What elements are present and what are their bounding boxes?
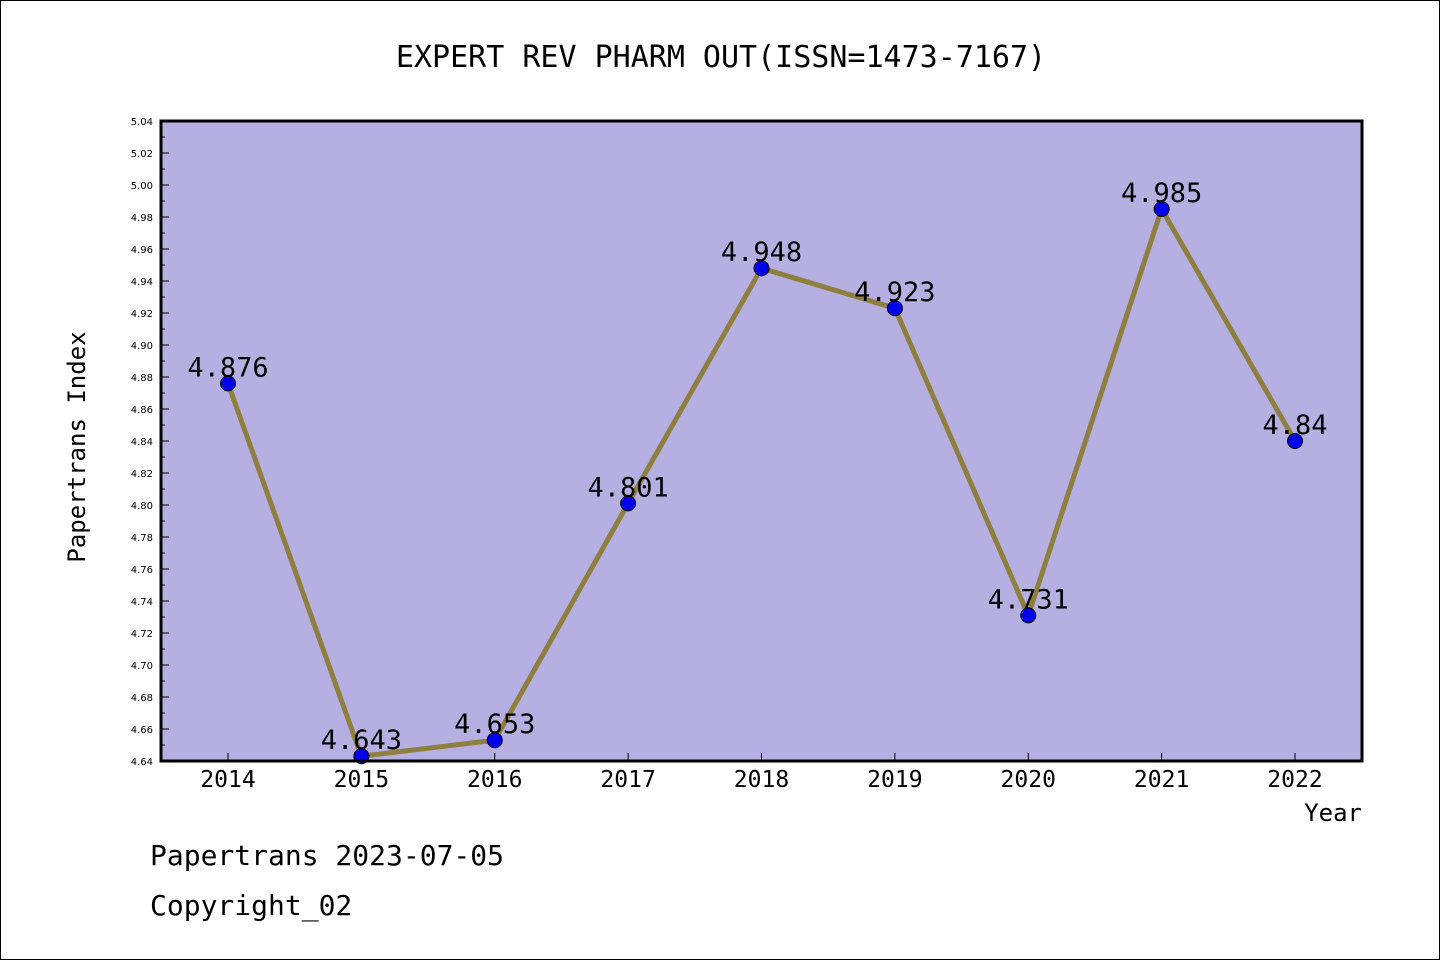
y-tick-label: 4.92 [131, 309, 153, 320]
y-tick-label: 5.00 [131, 181, 153, 192]
data-point [1287, 433, 1303, 449]
x-tick-label: 2015 [334, 767, 389, 793]
y-tick-label: 4.86 [131, 405, 153, 416]
footer-date: Papertrans 2023-07-05 [150, 839, 504, 872]
chart-title: EXPERT REV PHARM OUT(ISSN=1473-7167) [396, 40, 1046, 75]
x-tick-label: 2020 [1001, 767, 1056, 793]
y-tick-label: 4.78 [131, 533, 153, 544]
x-tick-label: 2017 [600, 767, 655, 793]
data-point [1153, 201, 1170, 217]
y-tick-label: 4.74 [131, 597, 153, 608]
y-tick-label: 4.82 [131, 469, 153, 480]
data-point [1020, 607, 1037, 624]
data-label: 4.84 [1262, 410, 1327, 441]
data-label: 4.801 [587, 472, 668, 503]
x-tick-label: 2021 [1134, 767, 1189, 793]
y-tick-label: 4.80 [131, 501, 153, 512]
y-axis-label: Papertrans Index [63, 331, 91, 562]
y-tick-label: 4.68 [131, 693, 153, 704]
y-tick-label: 4.96 [131, 245, 153, 256]
data-points [220, 201, 1303, 765]
y-tick-label: 5.04 [131, 117, 153, 128]
data-labels: 4.876 4.643 4.653 4.801 4.948 4.923 4.731 4.985… [187, 178, 1327, 756]
y-tick-label: 4.98 [131, 213, 153, 224]
data-label: 4.653 [454, 709, 535, 740]
x-axis-label: Year [1304, 799, 1362, 827]
y-tick-label: 4.64 [131, 757, 153, 768]
y-tick-label: 4.72 [131, 629, 153, 640]
data-point [220, 375, 236, 392]
y-tick-label: 5.02 [131, 149, 153, 160]
x-tick-label: 2016 [467, 767, 522, 793]
data-label: 4.985 [1121, 178, 1202, 209]
data-label: 4.643 [321, 725, 402, 756]
x-tick-label: 2014 [200, 767, 255, 793]
y-tick-label: 4.94 [131, 277, 153, 288]
data-label: 4.948 [721, 237, 802, 268]
y-tick-label: 4.90 [131, 341, 153, 352]
data-label: 4.731 [988, 584, 1069, 615]
x-axis: 2014 2015 2016 2017 2018 2019 2020 2021 2022 [200, 753, 1323, 793]
data-point [620, 495, 637, 512]
plot-border [159, 119, 1364, 763]
x-tick-label: 2018 [734, 767, 789, 793]
x-tick-label: 2019 [867, 767, 922, 793]
footer-copyright: Copyright_02 [150, 889, 352, 923]
y-tick-label: 4.88 [131, 373, 153, 384]
data-point [486, 732, 503, 749]
y-tick-label: 4.84 [131, 437, 153, 448]
y-axis: 4.64 4.66 4.68 4.70 4.72 4.74 4.76 4.78 4.80 4.82… [131, 117, 169, 768]
y-tick-label: 4.76 [131, 565, 153, 576]
y-tick-label: 4.70 [131, 661, 153, 672]
data-point [753, 260, 770, 277]
data-label: 4.923 [854, 277, 935, 308]
x-tick-label: 2022 [1267, 767, 1322, 793]
data-label: 4.876 [187, 352, 268, 383]
plot-area [161, 121, 1362, 761]
data-point [886, 300, 903, 317]
y-tick-label: 4.66 [131, 725, 153, 736]
